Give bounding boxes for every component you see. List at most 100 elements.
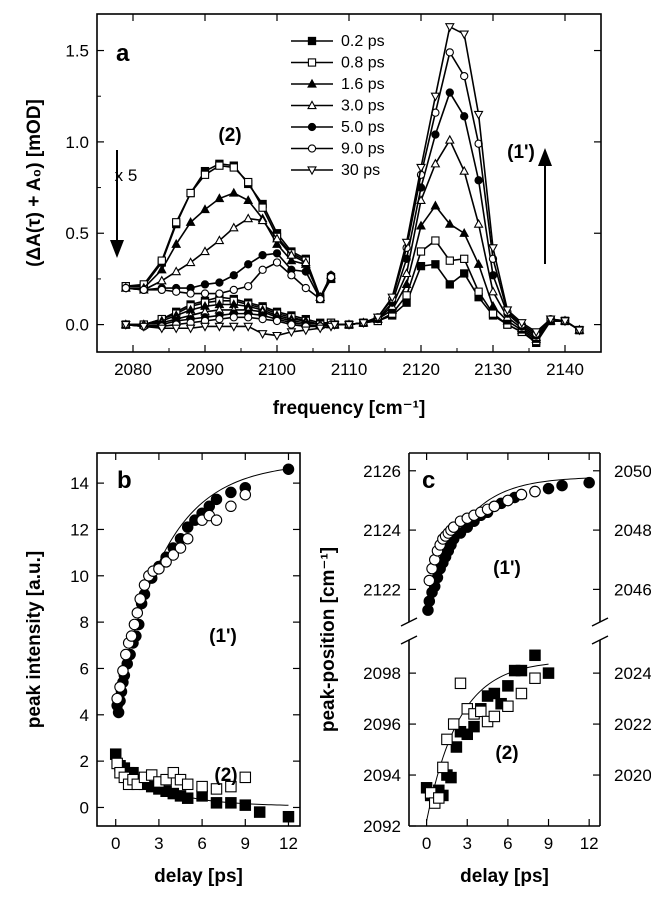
data-point <box>502 700 514 712</box>
panel-b: 0 3 6 9 12 0 2 4 6 8 10 12 14 delay [ps] peak intensit… <box>24 452 301 887</box>
fit-curve <box>426 663 549 822</box>
data-point <box>171 324 182 334</box>
data-point <box>450 741 463 753</box>
data-point <box>131 607 144 619</box>
data-point <box>272 258 282 267</box>
data-point <box>475 705 487 718</box>
x-tick-label-c: 3 <box>463 834 472 853</box>
plot-frame-b <box>96 452 301 827</box>
data-point <box>433 792 445 804</box>
data-point <box>431 130 440 139</box>
x-tick-label-b: 12 <box>279 834 298 853</box>
data-point <box>186 289 195 298</box>
y-tick-label-a: 0.0 <box>65 316 89 335</box>
x-tick-label-c: 9 <box>544 834 553 853</box>
data-point <box>272 316 282 326</box>
data-point <box>441 733 453 746</box>
x-tick-label-b: 0 <box>111 834 120 853</box>
x-tick-label-c: 6 <box>503 834 512 853</box>
data-point <box>315 324 326 334</box>
legend-label: 0.8 ps <box>341 55 385 72</box>
axis-break-mark <box>591 617 609 627</box>
data-point <box>301 283 310 293</box>
data-point <box>200 322 210 332</box>
peak-label-2-c: (2) <box>495 743 518 764</box>
data-point <box>488 687 501 700</box>
data-point <box>402 291 411 300</box>
data-point <box>138 322 149 332</box>
data-point <box>286 249 297 259</box>
data-point <box>172 218 181 227</box>
legend-marker <box>307 122 317 132</box>
data-point <box>181 778 194 791</box>
y-tick-label-a: 1.5 <box>65 42 89 61</box>
legend-marker <box>307 100 317 110</box>
arrow-up-head <box>538 148 552 166</box>
data-point <box>460 269 469 278</box>
y-tick-label-b: 10 <box>70 567 89 586</box>
data-point <box>423 574 436 587</box>
data-point <box>445 280 454 289</box>
data-point <box>282 810 295 823</box>
data-point <box>225 486 237 499</box>
x-tick-label-a: 2120 <box>402 360 440 379</box>
legend-label: 30 ps <box>341 162 380 179</box>
y-tick-label-c: 2124 <box>363 521 401 540</box>
data-point <box>228 322 239 332</box>
data-point <box>253 806 266 818</box>
data-point <box>167 549 180 561</box>
data-point <box>215 289 224 298</box>
data-point <box>215 161 224 170</box>
data-point <box>473 110 484 120</box>
data-point <box>387 293 398 303</box>
data-point <box>196 780 208 793</box>
data-point <box>444 23 455 33</box>
data-point <box>181 521 194 533</box>
data-point <box>531 328 542 338</box>
data-point <box>121 283 130 293</box>
data-point <box>329 320 340 330</box>
data-point <box>529 485 541 498</box>
data-point <box>344 320 354 330</box>
data-point <box>134 593 146 605</box>
panel-c: 0 3 6 9 12 2122 2124 2126 2092 2094 2096 2098 2046 20… <box>318 452 651 887</box>
x-tick-label-a: 2090 <box>186 360 224 379</box>
x-axis-label-c: delay [ps] <box>460 866 549 887</box>
y-tick-label-right-c: 2048 <box>614 521 651 540</box>
y-tick-label-c: 2092 <box>363 817 401 836</box>
y-tick-label-right-c: 2024 <box>614 664 651 683</box>
data-point <box>468 720 480 733</box>
data-point <box>474 287 483 296</box>
data-point <box>460 112 469 121</box>
data-point <box>416 220 426 230</box>
data-point <box>287 320 296 329</box>
data-point <box>460 254 469 263</box>
data-point <box>181 532 194 545</box>
legend-label: 3.0 ps <box>341 98 385 115</box>
data-point <box>228 222 239 232</box>
y-tick-label-c: 2094 <box>363 766 401 785</box>
data-point <box>416 247 426 256</box>
data-point <box>160 773 172 786</box>
data-point <box>153 563 165 575</box>
y-tick-label-b: 4 <box>80 706 89 725</box>
data-point <box>214 235 225 245</box>
data-point <box>459 227 470 237</box>
data-point <box>120 320 131 330</box>
data-point <box>301 267 310 276</box>
data-point <box>244 260 253 269</box>
data-point <box>244 177 253 187</box>
x-tick-label-a: 2140 <box>546 360 584 379</box>
data-point <box>474 176 483 185</box>
y-axis-label-a: (ΔA(τ) + A₀) [mOD] <box>24 99 45 267</box>
y-tick-label-right-c: 2046 <box>614 580 651 599</box>
data-point <box>157 256 166 265</box>
data-point <box>139 285 148 295</box>
x-tick-label-a: 2110 <box>331 360 368 379</box>
legend-label: 5.0 ps <box>341 119 385 136</box>
data-point <box>488 309 498 318</box>
data-point <box>272 233 282 243</box>
data-point <box>138 579 151 591</box>
data-point <box>181 792 194 804</box>
data-point <box>515 664 528 677</box>
